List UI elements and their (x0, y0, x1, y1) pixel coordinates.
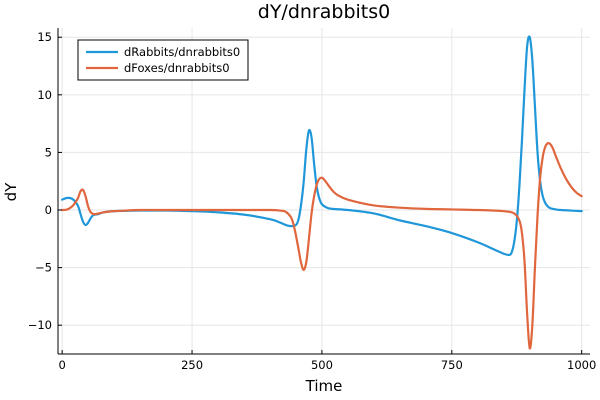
legend: dRabbits/dnrabbits0 dFoxes/dnrabbits0 (77, 39, 249, 81)
x-tick-label: 0 (58, 358, 65, 372)
legend-box (77, 39, 249, 81)
chart-title: dY/dnrabbits0 (258, 1, 390, 23)
y-tick-label: −5 (35, 261, 52, 275)
x-tick-label: 1000 (567, 358, 596, 372)
y-tick-label: 15 (37, 30, 52, 44)
x-tick-label: 250 (181, 358, 203, 372)
y-tick-label: −10 (28, 318, 52, 332)
y-axis-label: dY (2, 182, 20, 202)
series-layer (61, 35, 583, 350)
y-tick-label: 10 (37, 88, 52, 102)
x-tick-label: 500 (311, 358, 333, 372)
grid (58, 28, 590, 354)
legend-label-rabbits: dRabbits/dnrabbits0 (124, 45, 240, 59)
legend-label-foxes: dFoxes/dnrabbits0 (124, 61, 230, 75)
x-tick-label: 750 (441, 358, 463, 372)
ticks: 0 250 500 750 1000 −10 −5 0 5 10 15 (28, 30, 597, 372)
y-tick-label: 0 (45, 203, 52, 217)
y-tick-label: 5 (45, 145, 52, 159)
series-line-foxes (61, 141, 583, 350)
axes (57, 28, 590, 355)
x-axis-label: Time (305, 377, 343, 395)
